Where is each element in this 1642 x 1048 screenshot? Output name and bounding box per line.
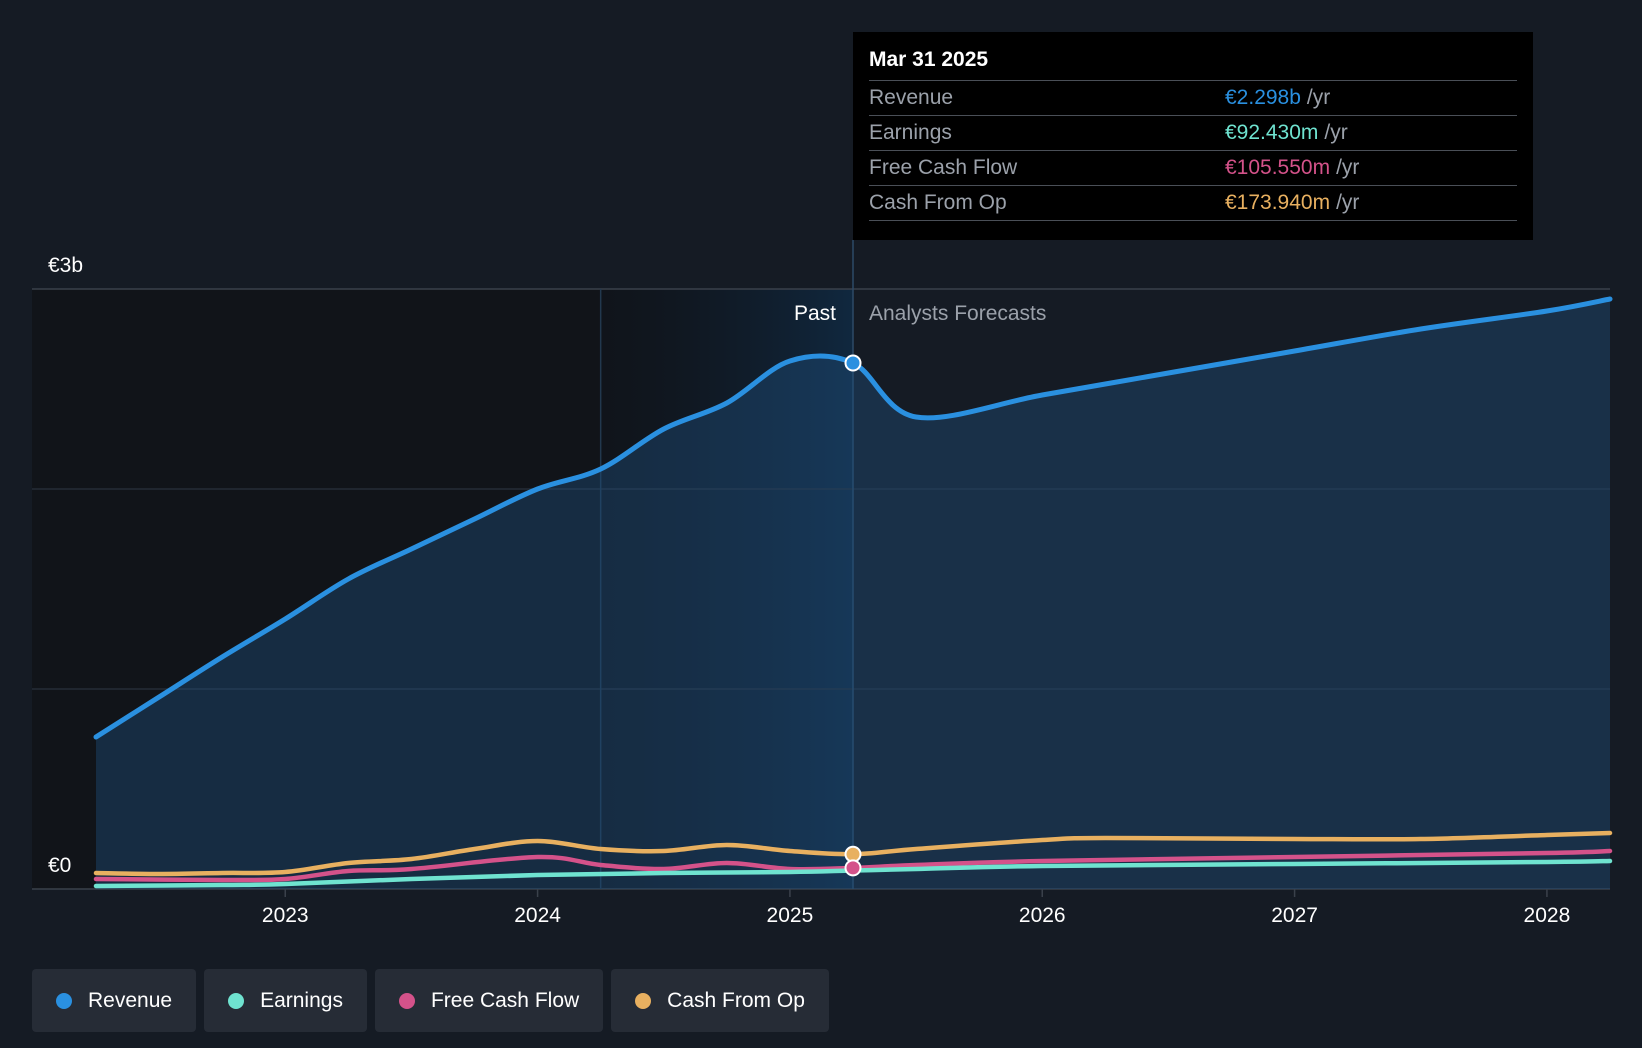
x-tick-label: 2024 [514, 904, 561, 927]
legend-label: Earnings [260, 988, 343, 1012]
x-tick-label: 2025 [767, 904, 814, 927]
series-line-free-cash-flow [93, 848, 1613, 883]
tooltip-row-earnings: Earnings €92.430m/yr [869, 115, 1517, 150]
x-tick-label: 2028 [1524, 904, 1571, 927]
past-highlight-region [600, 289, 853, 889]
revenue-area [96, 299, 1610, 889]
legend-label: Revenue [88, 988, 173, 1012]
data-point-free-cash-flow [844, 859, 862, 877]
tooltip-row-cash-from-op: Cash From Op €173.940m/yr [869, 185, 1517, 221]
tooltip-unit: /yr [1336, 156, 1360, 179]
series-line-cash-from-op [93, 830, 1613, 877]
legend: Revenue Earnings Free Cash Flow Cash Fro… [32, 969, 829, 1032]
tooltip-unit: /yr [1306, 86, 1331, 109]
tooltip-value: €92.430m [1225, 121, 1319, 144]
legend-item-earnings[interactable]: Earnings [204, 969, 367, 1032]
tooltip-value-wrap: €105.550m/yr [1225, 151, 1359, 185]
legend-dot-icon [228, 992, 245, 1009]
x-tick-label: 2023 [262, 904, 309, 927]
legend-item-free-cash-flow[interactable]: Free Cash Flow [374, 969, 604, 1032]
legend-dot-icon [56, 992, 72, 1009]
revenue-area-fill [96, 299, 1610, 889]
data-point-revenue [844, 354, 862, 372]
gridlines [32, 240, 1610, 897]
x-tick-label: 2026 [1019, 904, 1066, 927]
tooltip-row-free-cash-flow: Free Cash Flow €105.550m/yr [869, 150, 1517, 185]
legend-dot-icon [398, 992, 415, 1009]
tooltip-unit: /yr [1336, 191, 1360, 214]
y-tick-label: €3b [48, 254, 83, 277]
tooltip-label: Earnings [869, 121, 952, 144]
legend-label: Cash From Op [667, 988, 805, 1012]
background-layer [32, 289, 853, 889]
tooltip-row-revenue: Revenue €2.298b/yr [869, 80, 1517, 115]
x-tick-label: 2027 [1271, 904, 1318, 927]
tooltip-value-wrap: €173.940m/yr [1225, 186, 1359, 220]
legend-item-cash-from-op[interactable]: Cash From Op [611, 969, 829, 1032]
hover-markers [844, 354, 862, 877]
series-line-revenue [93, 296, 1613, 740]
axis-labels: €3b €0 2023 2024 2025 2026 2027 2028 Past Analyst… [48, 254, 1570, 927]
tooltip-label: Revenue [869, 86, 954, 109]
forecast-label: Analysts Forecasts [869, 302, 1046, 325]
legend-label: Free Cash Flow [430, 988, 580, 1012]
past-label: Past [794, 302, 836, 325]
legend-dot-icon [635, 992, 652, 1009]
tooltip-value-wrap: €2.298b/yr [1225, 81, 1330, 115]
y-tick-label: €0 [48, 854, 71, 877]
legend-item-revenue[interactable]: Revenue [32, 969, 197, 1032]
tooltip-panel: Mar 31 2025 Revenue €2.298b/yr Earnings … [853, 32, 1533, 240]
tooltip-unit: /yr [1324, 121, 1348, 144]
series-line-earnings [93, 858, 1613, 889]
tooltip-value: €2.298b [1225, 86, 1301, 109]
tooltip-label: Cash From Op [869, 191, 1007, 214]
tooltip-value: €173.940m [1225, 191, 1331, 214]
tooltip-value-wrap: €92.430m/yr [1225, 116, 1348, 150]
tooltip-label: Free Cash Flow [869, 156, 1018, 179]
tooltip-value: €105.550m [1225, 156, 1331, 179]
series-lines [93, 296, 1613, 889]
tooltip-date: Mar 31 2025 [869, 48, 989, 71]
